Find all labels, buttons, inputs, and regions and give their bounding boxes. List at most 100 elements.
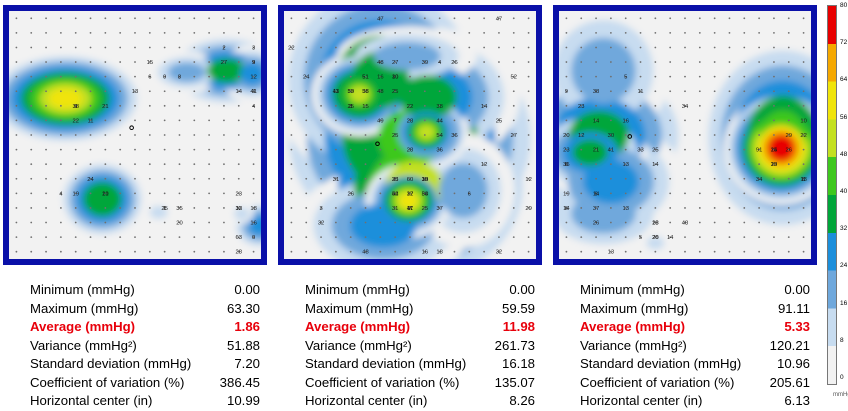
grid-dot xyxy=(802,31,805,34)
grid-dot xyxy=(773,61,775,63)
grid-dot xyxy=(178,221,181,224)
grid-dot xyxy=(438,250,441,253)
grid-dot xyxy=(624,31,627,34)
grid-dot xyxy=(453,75,456,78)
sensor-value: 12 xyxy=(236,206,242,212)
grid-dot xyxy=(193,207,196,209)
grid-dot xyxy=(237,221,240,224)
grid-dot xyxy=(654,90,657,93)
grid-dot xyxy=(119,134,122,136)
grid-dot xyxy=(669,46,672,49)
grid-dot xyxy=(178,207,181,209)
sensor-value: 0 xyxy=(163,75,166,81)
grid-dot xyxy=(624,61,627,63)
stat-row: Variance (mmHg²) 261.73 xyxy=(305,337,535,356)
grid-dot xyxy=(409,17,411,20)
grid-dot xyxy=(305,75,308,78)
grid-dot xyxy=(595,119,597,122)
grid-dot xyxy=(728,148,731,151)
sensor-value: 19 xyxy=(563,191,569,197)
sensor-value: 14 xyxy=(481,104,488,110)
stat-row: Horizontal center (in) 10.99 xyxy=(30,392,260,411)
grid-dot xyxy=(74,90,77,93)
grid-dot xyxy=(89,75,92,78)
grid-dot xyxy=(728,250,731,253)
pressure-map-1-svg: 0023410122113274119352833386342125632311… xyxy=(9,11,261,259)
sensor-value: 12 xyxy=(481,162,487,168)
grid-dot xyxy=(394,207,397,209)
grid-dot xyxy=(334,148,337,151)
grid-dot xyxy=(758,177,761,180)
grid-dot xyxy=(30,61,33,63)
grid-dot xyxy=(773,46,775,49)
grid-dot xyxy=(698,207,701,209)
grid-dot xyxy=(163,250,166,253)
grid-dot xyxy=(320,250,322,253)
grid-dot xyxy=(349,31,352,34)
grid-dot xyxy=(595,207,597,209)
sensor-value: 9 xyxy=(252,60,255,66)
grid-dot xyxy=(208,104,211,107)
stat-value: 135.07 xyxy=(494,374,535,390)
grid-dot xyxy=(624,75,627,78)
grid-dot xyxy=(45,119,47,122)
grid-dot xyxy=(453,61,456,63)
grid-dot xyxy=(349,148,352,151)
grid-dot xyxy=(639,104,642,107)
sensor-value: 63 xyxy=(236,235,242,241)
sensor-value: 15 xyxy=(147,60,153,66)
sensor-value: 27 xyxy=(392,60,398,66)
sensor-value: 14 xyxy=(593,191,600,197)
grid-dot xyxy=(364,192,367,195)
grid-dot xyxy=(565,17,568,20)
grid-dot xyxy=(394,90,397,93)
stat-value: 8.26 xyxy=(509,393,535,408)
grid-dot xyxy=(30,119,33,122)
grid-dot xyxy=(104,119,107,122)
grid-dot xyxy=(787,192,790,195)
grid-dot xyxy=(148,221,151,224)
grid-dot xyxy=(379,17,382,20)
grid-dot xyxy=(468,207,471,209)
grid-dot xyxy=(349,192,352,195)
grid-dot xyxy=(512,134,515,136)
sensor-value: 10 xyxy=(102,191,108,197)
grid-dot xyxy=(713,207,716,209)
grid-dot xyxy=(728,75,731,78)
grid-dot xyxy=(565,104,568,107)
grid-dot xyxy=(713,163,716,166)
sensor-value: 42 xyxy=(392,191,398,197)
grid-dot xyxy=(208,119,211,122)
grid-dot xyxy=(758,31,761,34)
grid-dot xyxy=(364,163,367,166)
sensor-value: 8 xyxy=(178,75,181,81)
grid-dot xyxy=(728,46,731,49)
grid-dot xyxy=(758,119,761,122)
grid-dot xyxy=(802,236,805,239)
grid-dot xyxy=(423,148,426,151)
grid-dot xyxy=(15,177,18,180)
sensor-value: 16 xyxy=(377,75,383,81)
grid-dot xyxy=(438,17,441,20)
grid-dot xyxy=(178,236,181,239)
grid-dot xyxy=(134,119,136,122)
sensor-value: 14 xyxy=(652,162,659,168)
grid-dot xyxy=(223,192,225,195)
sensor-value: 14 xyxy=(593,118,600,124)
grid-dot xyxy=(364,46,367,49)
grid-dot xyxy=(45,221,47,224)
sensor-value: 29 xyxy=(525,206,531,212)
grid-dot xyxy=(252,236,255,239)
grid-dot xyxy=(498,221,500,224)
grid-dot xyxy=(349,61,352,63)
hot-region-7-level-1 xyxy=(399,192,418,209)
grid-dot xyxy=(743,163,746,166)
sensor-value: 35 xyxy=(563,162,569,168)
sensor-value: 54 xyxy=(436,133,443,139)
grid-dot xyxy=(223,119,225,122)
grid-dot xyxy=(609,236,612,239)
grid-dot xyxy=(394,192,397,195)
grid-dot xyxy=(305,192,308,195)
grid-dot xyxy=(409,250,411,253)
grid-dot xyxy=(453,119,456,122)
